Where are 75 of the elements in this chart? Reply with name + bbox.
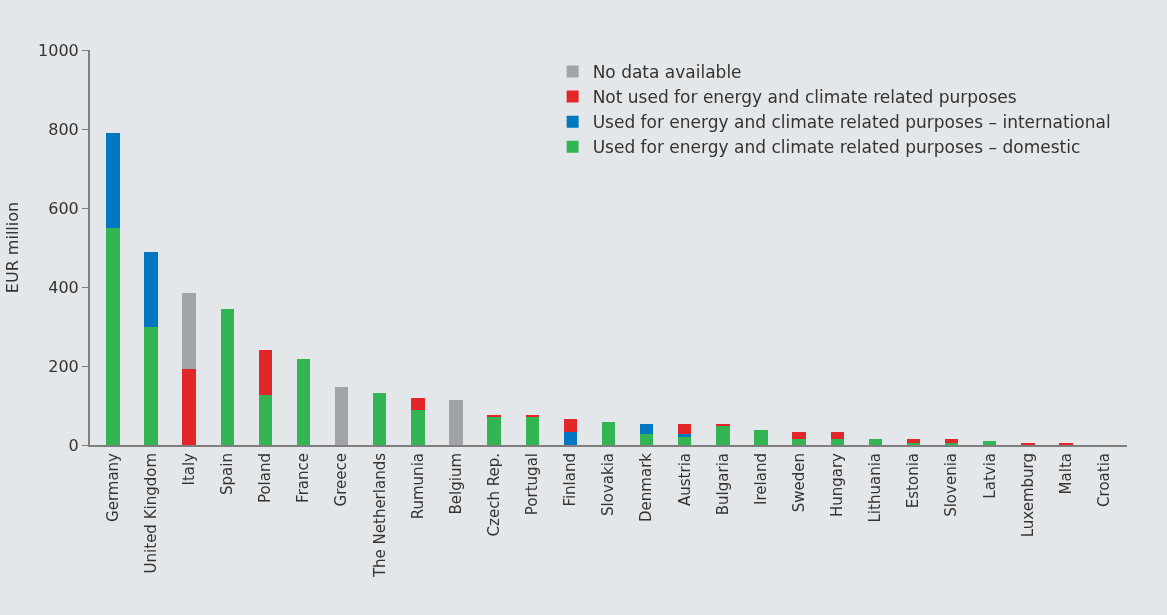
bar [220,309,234,445]
bar [639,423,654,435]
bar [487,414,501,417]
bar [334,386,349,445]
bar [258,395,273,445]
x-tick-label: Luxemburg [1018,453,1037,538]
bar [906,439,921,444]
bar [754,429,768,445]
x-tick-label: Sweden [789,453,808,513]
bar [678,434,692,437]
bar [182,293,196,370]
y-tick-label: 600 [48,198,79,218]
legend-label: Used for energy and climate related purposes – domestic [592,137,1081,158]
bar [983,441,997,445]
y-tick-label: 200 [48,356,79,376]
x-tick-label: Croatia [1094,453,1113,507]
x-tick-label: Italy [179,452,198,486]
x-tick-label: Rumunia [408,453,427,520]
legend-label: Used for energy and climate related purposes – international [592,112,1111,133]
x-tick-label: Greece [332,453,351,507]
x-tick-label: France [294,453,313,503]
bar [106,227,120,445]
x-tick-label: Czech Rep. [484,453,503,537]
legend-label: Not used for energy and climate related purposes [592,87,1017,108]
x-tick-label: Spain [218,453,237,495]
x-tick-label: Ireland [751,453,770,505]
bar [258,349,273,396]
bar [373,393,387,445]
bar [944,439,959,444]
bar [563,432,578,445]
bar [525,416,539,445]
bar [106,132,120,228]
bar [144,252,158,327]
y-tick-label: 1000 [38,40,79,60]
bar [182,369,196,445]
y-tick-label: 0 [68,435,79,455]
x-tick-label: United Kingdom [141,453,160,574]
x-tick-label: Bulgaria [713,453,732,516]
bar [639,434,654,445]
x-tick-label: Finland [561,453,580,507]
x-tick-label: Lithuania [866,453,885,523]
y-tick-label: 400 [48,277,79,297]
bar [296,358,311,445]
bar [830,432,844,440]
bar [563,419,578,433]
x-tick-label: Belgium [446,453,465,515]
x-tick-label: Austria [675,453,694,506]
bar [487,416,501,445]
bar [449,399,463,445]
bar [792,432,806,439]
y-axis-title: EUR million [3,201,23,294]
x-tick-label: Slovakia [599,453,618,516]
bar [601,421,616,445]
x-tick-label: Germany [103,452,122,522]
bar [411,410,425,445]
bar [678,436,692,445]
x-tick-label: Estonia [904,453,923,509]
bar [525,414,539,417]
bar [792,438,806,445]
x-tick-label: Poland [256,453,275,504]
bar [830,439,844,445]
x-tick-label: Malta [1056,453,1075,495]
bar [716,426,730,445]
bar [678,423,692,435]
y-tick-label: 800 [48,119,79,139]
bar [411,397,425,411]
x-tick-label: Portugal [523,453,542,516]
legend-label: No data available [592,62,742,83]
x-tick-label: Latvia [980,453,999,499]
x-tick-label: The Netherlands [370,452,389,579]
x-tick-label: Denmark [637,452,656,522]
x-tick-label: Slovenia [942,453,961,517]
x-tick-label: Hungary [828,452,847,518]
bar [868,439,883,445]
bar [144,326,158,445]
